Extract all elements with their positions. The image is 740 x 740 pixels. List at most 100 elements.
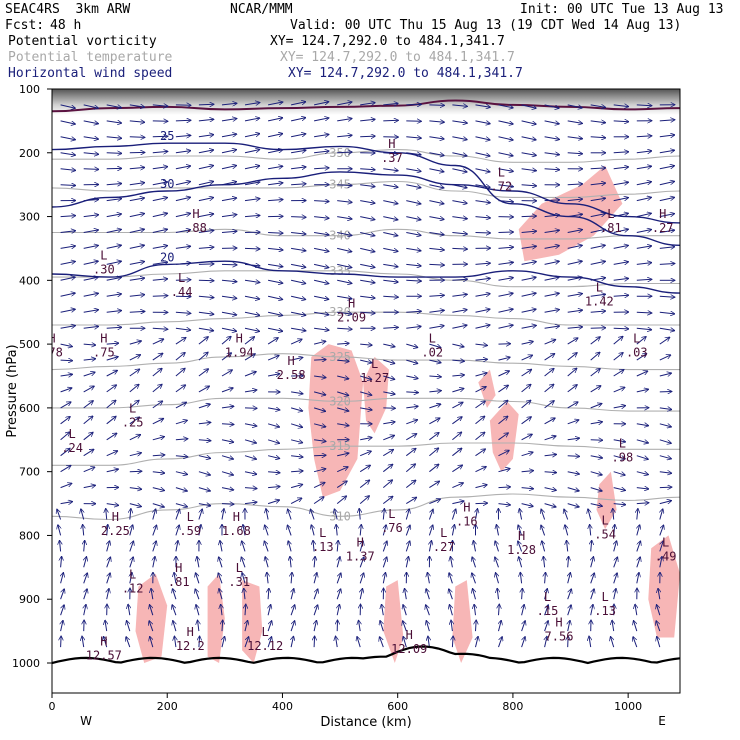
pv-extremum-value: .76 xyxy=(381,521,403,535)
pv-extremum-type: L xyxy=(607,207,614,221)
wind-vector xyxy=(337,312,352,314)
wind-vector xyxy=(636,488,649,489)
pv-extremum-type: L xyxy=(596,280,603,294)
wind-vector xyxy=(636,557,641,568)
wind-vector xyxy=(221,424,234,425)
wind-vector xyxy=(383,509,384,520)
wind-vector xyxy=(129,311,145,312)
wind-vector xyxy=(106,199,122,201)
wind-vector xyxy=(405,464,415,473)
wind-vector xyxy=(543,556,544,568)
wind-vector xyxy=(636,263,652,265)
wind-vector xyxy=(244,103,260,105)
wind-vector xyxy=(613,295,629,296)
wind-vector xyxy=(244,354,255,361)
x-axis-title: Distance (km) xyxy=(320,715,411,730)
wind-vector xyxy=(106,245,122,249)
wind-vector xyxy=(175,263,191,265)
wind-vector xyxy=(567,121,583,124)
wind-vector xyxy=(590,456,603,458)
wind-vector xyxy=(426,589,430,600)
wind-vector xyxy=(83,525,84,536)
wind-vector xyxy=(636,503,649,504)
wind-vector xyxy=(452,168,467,172)
wind-vector xyxy=(406,509,409,520)
pv-extremum-value: 12.09 xyxy=(391,642,427,656)
wind-vector xyxy=(659,135,675,137)
wind-vector xyxy=(590,183,606,185)
wind-vector xyxy=(152,136,168,137)
wind-vector xyxy=(126,637,131,648)
wind-vector xyxy=(659,423,672,427)
wind-vector xyxy=(264,541,269,552)
wind-vector xyxy=(175,246,191,248)
wind-vector xyxy=(337,296,352,299)
wind-vector xyxy=(449,605,452,616)
wind-vector xyxy=(221,280,237,281)
wind-vector xyxy=(590,504,603,507)
wind-vector xyxy=(359,573,364,584)
wind-vector xyxy=(83,416,93,425)
wind-vector xyxy=(659,120,675,121)
field-xy-theta: XY= 124.7,292.0 to 484.1,341.7 xyxy=(280,50,515,65)
wind-vector xyxy=(314,201,329,202)
pv-extremum-type: L xyxy=(371,357,378,371)
wind-vector xyxy=(61,636,62,648)
wind-vector xyxy=(268,279,283,283)
pv-extremum-value: .59 xyxy=(179,524,201,538)
wind-vector xyxy=(219,557,223,568)
wind-vector xyxy=(221,182,237,186)
wind-vector xyxy=(357,637,360,648)
pv-extremum-value: .02 xyxy=(421,345,443,359)
wind-vector xyxy=(175,151,191,153)
wind-vector xyxy=(406,434,416,441)
wind-vector xyxy=(382,496,393,504)
pv-extremum-type: H xyxy=(192,207,199,221)
wind-vector xyxy=(567,338,578,345)
wind-vector xyxy=(521,342,534,345)
wind-vector xyxy=(83,277,99,281)
wind-vector xyxy=(360,263,375,267)
wind-vector xyxy=(288,509,292,520)
wind-vector xyxy=(567,605,572,616)
wind-vector xyxy=(311,525,314,536)
wind-vector xyxy=(452,636,453,648)
wind-vector xyxy=(406,359,418,363)
wind-vector xyxy=(498,185,514,187)
pv-extremum-type: H xyxy=(175,561,182,575)
wind-vector xyxy=(659,150,675,153)
wind-vector xyxy=(60,169,76,171)
wind-vector xyxy=(429,295,444,296)
wind-vector xyxy=(291,248,306,250)
wind-vector xyxy=(475,387,487,393)
wind-vector xyxy=(521,384,531,393)
wind-vector xyxy=(429,137,444,139)
wind-vector xyxy=(175,353,185,361)
wind-vector xyxy=(152,437,165,441)
wind-vector xyxy=(659,312,675,314)
pv-extremum-type: H xyxy=(187,625,194,639)
wind-vector xyxy=(106,214,122,217)
wind-vector xyxy=(360,408,372,410)
pv-extremum-value: .88 xyxy=(185,221,207,235)
wind-vector xyxy=(244,637,249,648)
pv-extremum-type: H xyxy=(100,634,107,648)
wind-vector xyxy=(61,573,64,584)
wind-vector xyxy=(106,400,116,409)
wind-vector xyxy=(337,424,349,426)
wind-vector xyxy=(360,103,375,105)
wind-vector xyxy=(60,502,73,504)
wind-vector xyxy=(475,432,485,441)
wind-vector xyxy=(175,472,188,475)
wind-vector xyxy=(567,261,583,265)
wind-vector xyxy=(636,182,652,186)
stratosphere-shading xyxy=(52,89,680,115)
wind-vector xyxy=(544,454,557,455)
wind-vector xyxy=(498,120,514,124)
pv-extremum-type: L xyxy=(429,331,436,345)
wind-vector xyxy=(314,376,326,378)
wind-vector xyxy=(567,230,583,233)
wind-vector xyxy=(291,134,306,138)
wind-vector xyxy=(636,136,652,137)
wind-vector xyxy=(198,264,214,265)
